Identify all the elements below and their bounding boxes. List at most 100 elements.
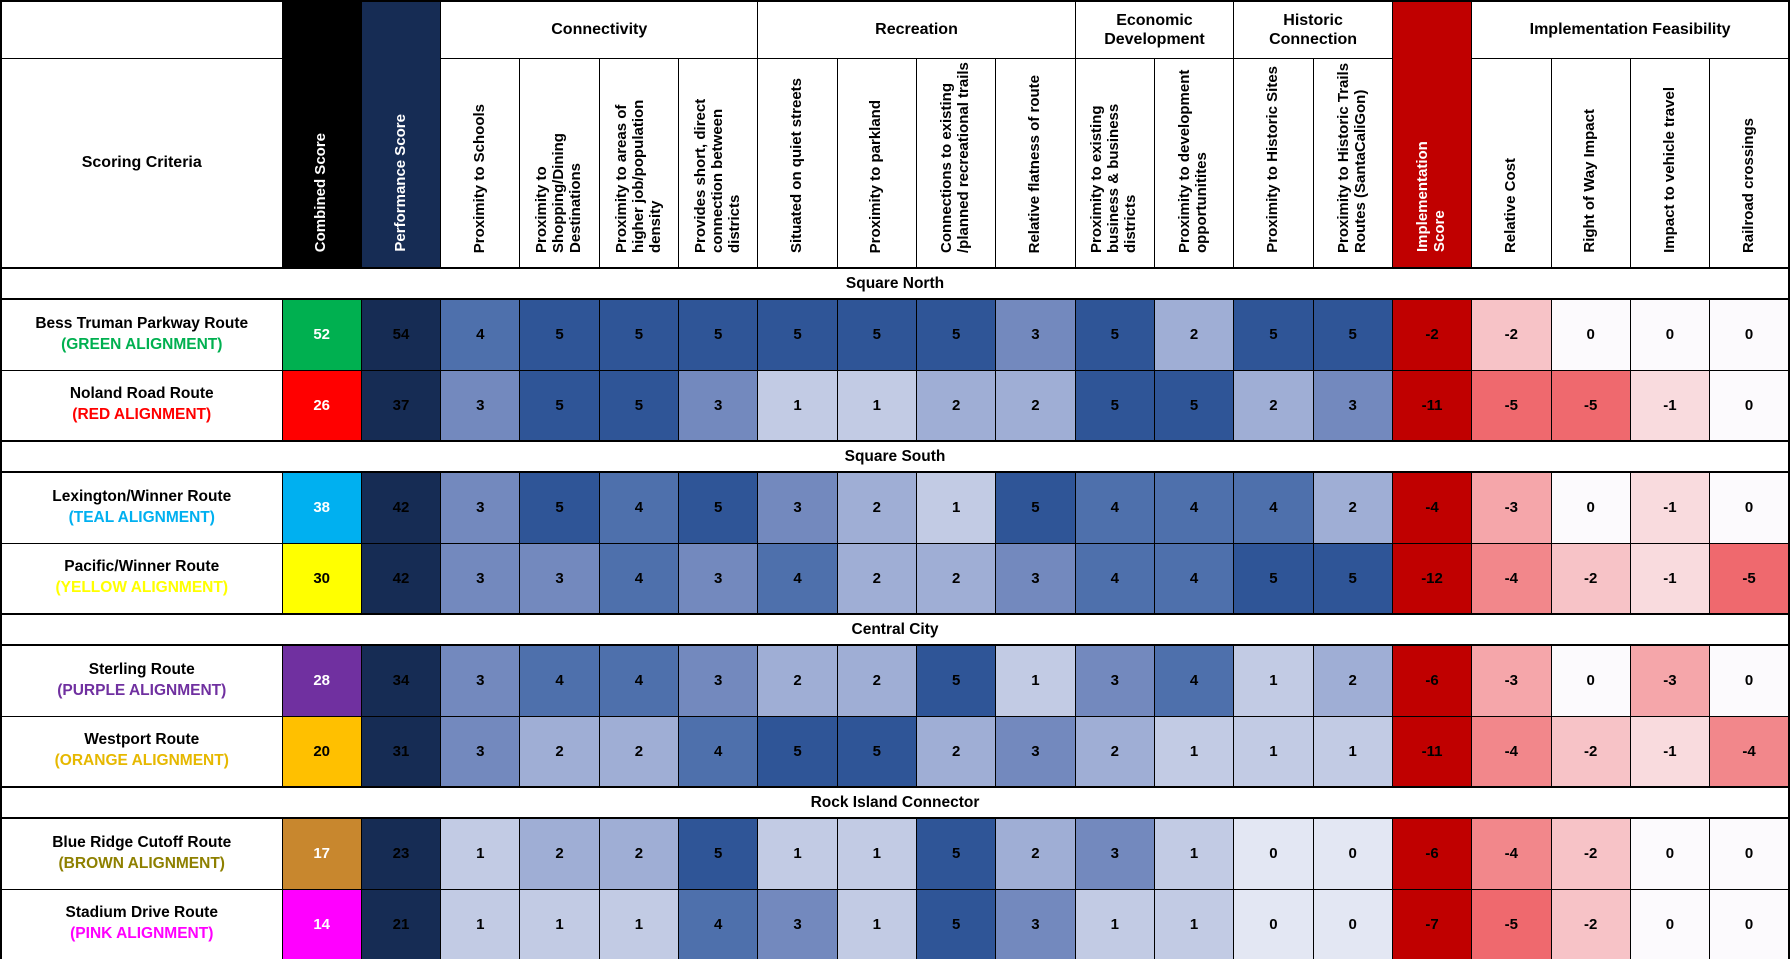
route-alignment-label: (YELLOW ALIGNMENT) <box>55 579 228 597</box>
feasibility-score-cell: 0 <box>1709 298 1790 371</box>
criteria-score-cell: 1 <box>1233 715 1314 788</box>
route-name: Blue Ridge Cutoff Route <box>52 833 232 851</box>
performance-score-cell: 54 <box>360 298 442 371</box>
section-header-row: Square South <box>0 440 1790 473</box>
implementation-score-cell: -11 <box>1391 715 1473 788</box>
route-label-cell: Westport Route (ORANGE ALIGNMENT) <box>0 715 283 788</box>
route-row: Westport Route (ORANGE ALIGNMENT) 20 31 3 2 2 4… <box>0 715 1790 788</box>
criteria-score-cell: 4 <box>440 298 521 371</box>
route-label-cell: Pacific/Winner Route (YELLOW ALIGNMENT) <box>0 542 283 615</box>
route-name: Lexington/Winner Route <box>52 487 232 505</box>
criteria-score-cell: 5 <box>678 471 759 544</box>
criteria-score-cell: 3 <box>440 471 521 544</box>
implementation-score-cell: -4 <box>1391 471 1473 544</box>
criteria-score-cell: 4 <box>1153 471 1235 544</box>
implementation-score-cell: -2 <box>1391 298 1473 371</box>
criteria-column-header-label: Relative flatness of route <box>1026 74 1043 253</box>
route-label-cell: Bess Truman Parkway Route (GREEN ALIGNMEN… <box>0 298 283 371</box>
feasibility-score-cell: -1 <box>1629 715 1711 788</box>
criteria-score-cell: 5 <box>519 471 600 544</box>
criteria-column-header: Connections to existing /planned recreat… <box>915 57 997 269</box>
route-name: Noland Road Route <box>69 385 214 403</box>
criteria-score-cell: 3 <box>440 715 521 788</box>
feasibility-score-cell: -5 <box>1709 542 1790 615</box>
combined-score-column-header: Combined Score <box>281 0 362 269</box>
criteria-column-header-label: Proximity to Shopping/Dining Destination… <box>533 133 585 253</box>
criteria-score-cell: 1 <box>598 888 680 959</box>
group-header-row: Combined Score Performance Score Connect… <box>0 0 1790 269</box>
criteria-score-cell: 2 <box>915 369 997 442</box>
criteria-score-cell: 2 <box>1074 715 1155 788</box>
feasibility-column-header: Railroad crossings <box>1709 57 1790 269</box>
criteria-score-cell: 5 <box>1074 298 1155 371</box>
route-alignment-label: (GREEN ALIGNMENT) <box>61 335 223 353</box>
criteria-score-cell: 5 <box>1312 298 1393 371</box>
criteria-score-cell: 0 <box>1312 888 1393 959</box>
feasibility-column-header: Impact to vehicle travel <box>1629 57 1711 269</box>
criteria-column-header-label: Proximity to parkland <box>867 99 885 253</box>
feasibility-column-header-label: Railroad crossings <box>1739 117 1757 253</box>
implementation-score-cell: -12 <box>1391 542 1473 615</box>
implementation-score-header-label: Implementation Score <box>1414 141 1449 252</box>
feasibility-score-cell: 0 <box>1709 369 1790 442</box>
criteria-score-cell: 3 <box>678 542 759 615</box>
performance-score-cell: 37 <box>360 369 442 442</box>
criteria-score-cell: 2 <box>836 471 918 544</box>
route-row: Bess Truman Parkway Route (GREEN ALIGNMEN… <box>0 298 1790 371</box>
section-title: Rock Island Connector <box>0 786 1790 819</box>
feasibility-score-cell: 0 <box>1709 888 1790 959</box>
criteria-score-cell: 3 <box>995 715 1076 788</box>
criteria-score-cell: 5 <box>836 298 918 371</box>
route-row: Stadium Drive Route (PINK ALIGNMENT) 14 21 1… <box>0 888 1790 959</box>
criteria-score-cell: 1 <box>915 471 997 544</box>
group-header-economic-development: Economic Development <box>1074 0 1235 59</box>
criteria-header-row: Scoring Criteria Proximity to Schools Pro… <box>0 57 1790 269</box>
route-alignment-label: (BROWN ALIGNMENT) <box>58 854 225 872</box>
combined-score-header-label: Combined Score <box>312 132 330 252</box>
criteria-score-cell: 5 <box>598 369 680 442</box>
criteria-score-cell: 4 <box>598 644 680 717</box>
combined-score-cell: 17 <box>281 817 362 890</box>
criteria-score-cell: 5 <box>757 298 838 371</box>
performance-score-cell: 23 <box>360 817 442 890</box>
criteria-score-cell: 3 <box>1312 369 1393 442</box>
route-name: Sterling Route <box>88 660 195 678</box>
feasibility-score-cell: 0 <box>1709 644 1790 717</box>
criteria-score-cell: 2 <box>915 715 997 788</box>
route-row: Pacific/Winner Route (YELLOW ALIGNMENT) 30… <box>0 542 1790 615</box>
feasibility-score-cell: -2 <box>1550 817 1631 890</box>
criteria-score-cell: 3 <box>995 542 1076 615</box>
route-label-cell: Sterling Route (PURPLE ALIGNMENT) <box>0 644 283 717</box>
criteria-score-cell: 3 <box>1074 644 1155 717</box>
implementation-score-column-header: Implementation Score <box>1391 0 1473 269</box>
criteria-column-header-label: Proximity to Schools <box>470 103 488 253</box>
criteria-score-cell: 4 <box>757 542 838 615</box>
feasibility-score-cell: -4 <box>1709 715 1790 788</box>
feasibility-score-cell: -3 <box>1629 644 1711 717</box>
criteria-score-cell: 1 <box>836 817 918 890</box>
criteria-column-header-label: Connections to existing /planned recreat… <box>938 62 973 253</box>
performance-score-cell: 21 <box>360 888 442 959</box>
criteria-score-cell: 2 <box>757 644 838 717</box>
criteria-column-header-label: Provides short, direct connection betwee… <box>691 98 743 253</box>
performance-score-column-header: Performance Score <box>360 0 442 269</box>
criteria-column-header: Proximity to existing business & busines… <box>1074 57 1155 269</box>
combined-score-cell: 26 <box>281 369 362 442</box>
performance-score-cell: 42 <box>360 542 442 615</box>
feasibility-score-cell: -2 <box>1550 888 1631 959</box>
criteria-score-cell: 4 <box>1074 471 1155 544</box>
criteria-score-cell: 0 <box>1312 817 1393 890</box>
combined-score-cell: 30 <box>281 542 362 615</box>
criteria-score-cell: 2 <box>836 644 918 717</box>
criteria-score-cell: 5 <box>995 471 1076 544</box>
feasibility-score-cell: -2 <box>1471 298 1552 371</box>
feasibility-score-cell: -4 <box>1471 715 1552 788</box>
criteria-score-cell: 2 <box>995 817 1076 890</box>
feasibility-score-cell: -5 <box>1550 369 1631 442</box>
combined-score-cell: 20 <box>281 715 362 788</box>
criteria-score-cell: 3 <box>440 542 521 615</box>
criteria-score-cell: 2 <box>995 369 1076 442</box>
criteria-column-header: Proximity to Historic Trails Routes (San… <box>1312 57 1393 269</box>
feasibility-score-cell: 0 <box>1709 817 1790 890</box>
criteria-score-cell: 5 <box>915 817 997 890</box>
